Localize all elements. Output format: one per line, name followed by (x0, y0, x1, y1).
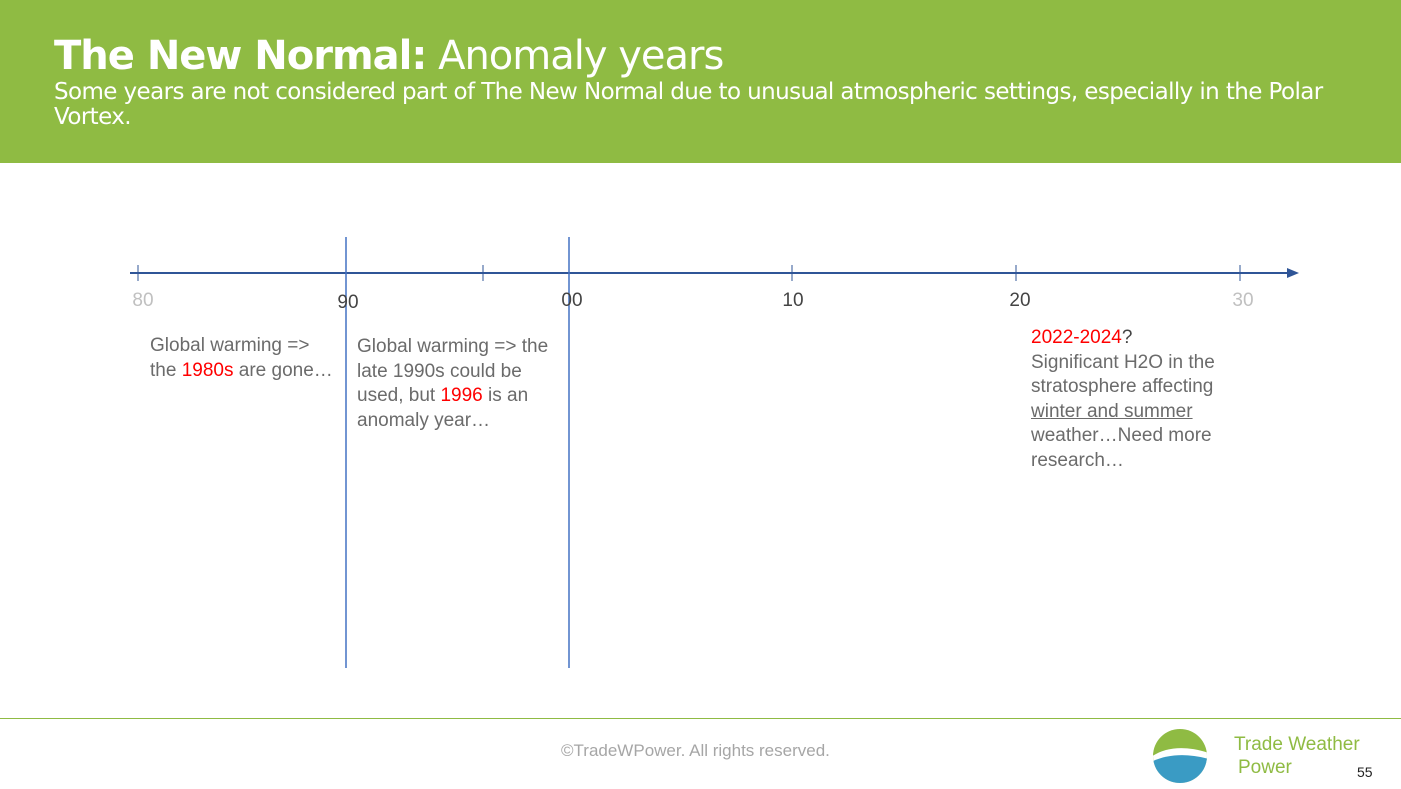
tick-label-90: 90 (337, 292, 359, 313)
note-2020s-underlined: winter and summer (1031, 400, 1193, 422)
note-1980s: Global warming => the 1980s are gone… (150, 334, 335, 383)
page-number: 55 (1357, 764, 1373, 780)
tick-label-00: 00 (561, 290, 583, 311)
note-2020s: 2022-2024? Significant H2O in the stratos… (1031, 326, 1256, 473)
trade-weather-power-logo (1153, 729, 1207, 783)
brand-name-line2: Power (1238, 757, 1292, 778)
note-1990s-text-b: is an anomaly year… (357, 385, 529, 431)
header-banner: The New Normal: Anomaly years Some years… (0, 0, 1401, 163)
timeline-arrowhead (1287, 268, 1299, 278)
note-1990s: Global warming => the late 1990s could b… (357, 335, 557, 433)
note-2020s-question: ? (1121, 327, 1133, 348)
note-1980s-highlight: 1980s (181, 359, 234, 381)
tick-label-30: 30 (1232, 290, 1254, 311)
copyright-text: ©TradeWPower. All rights reserved. (561, 741, 830, 760)
note-2020s-text-a: Significant H2O in the stratosphere affe… (1031, 351, 1215, 398)
tick-label-80: 80 (132, 290, 154, 311)
note-1990s-text-a: Global warming => the late 1990s could b… (357, 336, 549, 406)
note-1980s-text-a: Global warming => the (150, 335, 310, 381)
note-2020s-highlight: 2022-2024 (1031, 327, 1122, 348)
tick-label-20: 20 (1009, 290, 1031, 311)
note-1990s-highlight: 1996 (440, 385, 483, 406)
page-subtitle: Some years are not considered part of Th… (54, 79, 1323, 130)
brand-name-line1: Trade Weather (1234, 734, 1360, 755)
note-1980s-text-b: are gone… (233, 359, 333, 381)
title-rest: Anomaly years (426, 33, 724, 79)
title-bold: The New Normal: (54, 33, 427, 79)
note-2020s-text-b: weather…Need more research… (1031, 425, 1212, 471)
tick-label-10: 10 (782, 290, 804, 311)
footer-divider (0, 718, 1401, 719)
page-title: The New Normal: Anomaly years (54, 30, 724, 82)
